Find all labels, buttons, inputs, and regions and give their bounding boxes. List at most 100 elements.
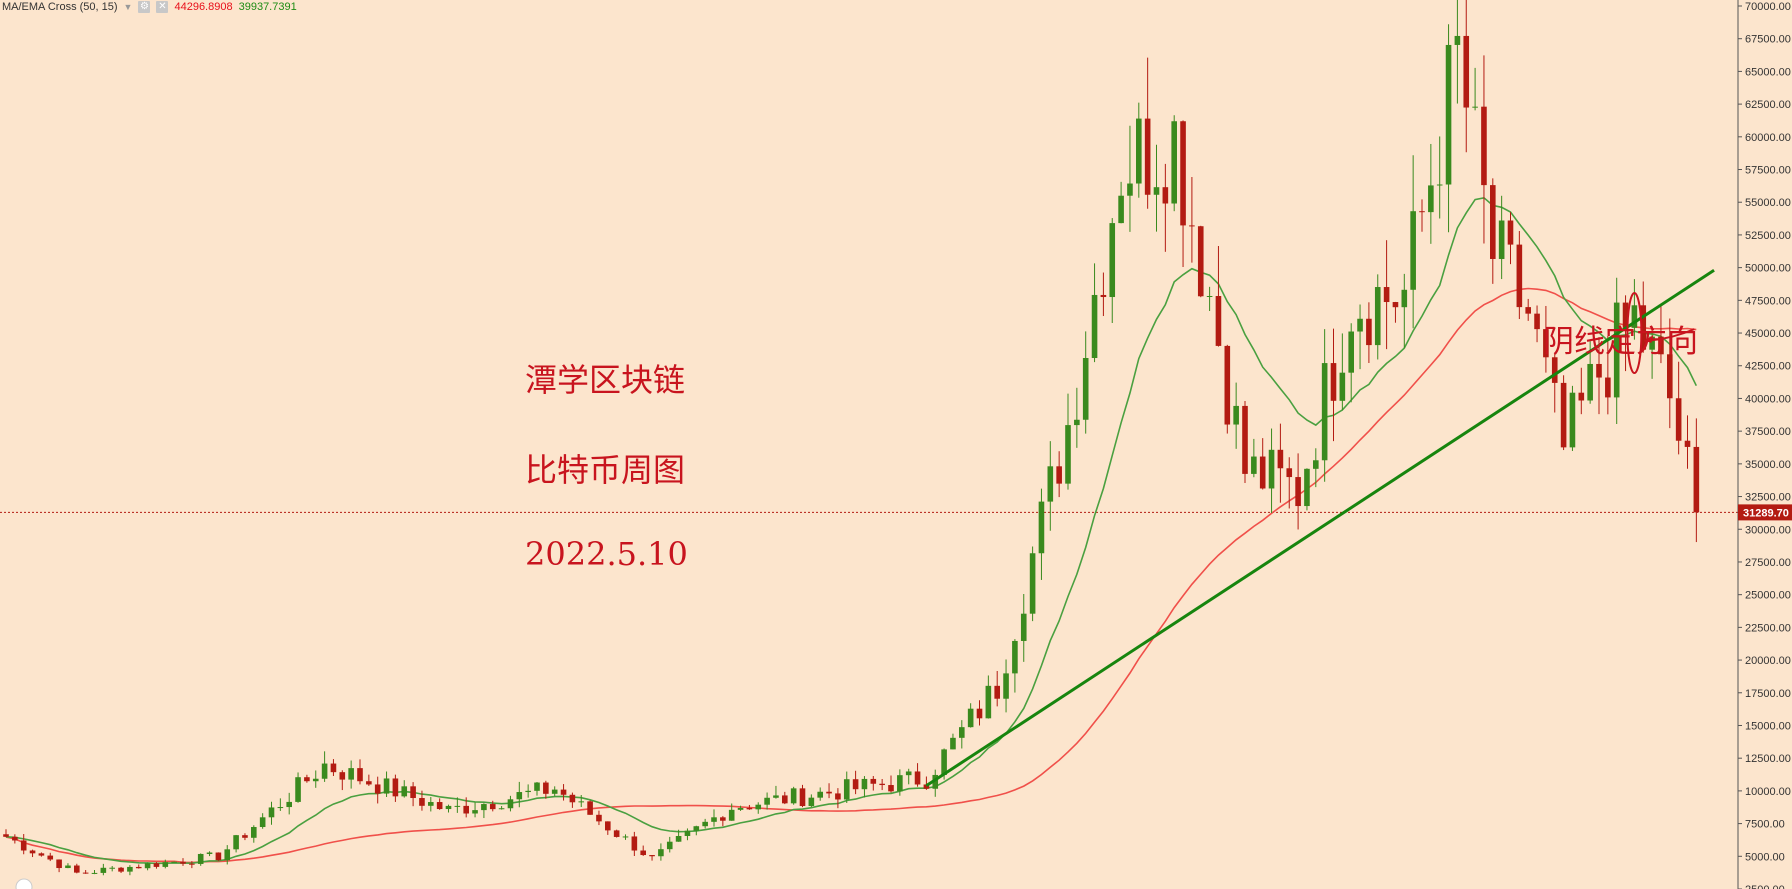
indicator-name[interactable]: MA/EMA Cross (50, 15) [2, 1, 118, 13]
candle-body [702, 821, 708, 827]
candle-body [233, 835, 239, 850]
candle-body [481, 804, 487, 811]
candle-body [1233, 405, 1239, 425]
candle-body [649, 855, 655, 857]
candle-body [1065, 425, 1071, 484]
candle-body [12, 836, 18, 841]
candle-body [1419, 211, 1425, 213]
candle-body [782, 795, 788, 804]
candle-body [1392, 302, 1399, 308]
candle-body [286, 801, 292, 808]
candle-body [1242, 405, 1248, 474]
y-tick-label: 10000.00 [1745, 786, 1791, 798]
candle-body [737, 807, 744, 810]
candle-body [1295, 477, 1301, 507]
candle-body [1490, 185, 1496, 259]
candle-body [1153, 187, 1160, 195]
candle-body [29, 850, 36, 854]
candle-body [1330, 363, 1337, 401]
candle-body [897, 775, 903, 792]
candle-body [410, 786, 416, 799]
candle-body [162, 862, 169, 867]
candle-body [144, 863, 151, 869]
candle-body [746, 807, 753, 810]
candle-body [436, 802, 443, 810]
candle-body [675, 835, 682, 842]
y-tick-label: 20000.00 [1745, 655, 1791, 667]
candle-body [1003, 673, 1009, 699]
candle-body [401, 786, 408, 797]
candle-body [914, 771, 921, 785]
candle-body [560, 789, 567, 795]
candle-body [843, 779, 850, 800]
candle-body [1286, 468, 1293, 478]
y-tick-label: 25000.00 [1745, 590, 1791, 602]
candle-body [959, 727, 965, 738]
candle-body [1277, 449, 1284, 469]
candle-body [1631, 305, 1638, 328]
y-tick-label: 42500.00 [1745, 361, 1791, 373]
candle-body [516, 792, 523, 800]
candle-body [472, 810, 478, 814]
candle-body [693, 826, 700, 831]
settings-icon[interactable]: ⚙ [138, 1, 151, 13]
overlay-date: 2022.5.10 [525, 535, 688, 573]
candle-body [870, 778, 877, 784]
candle-body [888, 785, 894, 792]
candle-body [1339, 372, 1346, 401]
candle-body [1658, 336, 1664, 355]
candle-body [1507, 220, 1514, 245]
candle-body [428, 802, 434, 806]
price-tag-bg [1738, 504, 1792, 521]
candle-body [1144, 118, 1151, 195]
candle-body [596, 814, 602, 822]
close-icon[interactable]: ✕ [156, 1, 169, 13]
candle-body [1436, 184, 1443, 186]
candle-body [941, 749, 947, 775]
candle-body [498, 808, 505, 810]
y-tick-label: 15000.00 [1745, 720, 1791, 732]
candle-body [1321, 363, 1328, 461]
candle-body [1118, 195, 1124, 224]
candle-body [1613, 302, 1620, 398]
candle-body [1251, 456, 1257, 474]
y-tick-label: 17500.00 [1745, 688, 1791, 700]
scroll-marker [15, 878, 33, 889]
candle-body [1667, 354, 1673, 399]
candle-body [463, 805, 469, 814]
candle-body [923, 784, 930, 789]
candle-body [1313, 460, 1319, 469]
candle-body [1605, 377, 1611, 398]
candle-body [1560, 382, 1567, 448]
candle-body [312, 778, 319, 782]
chevron-down-icon[interactable]: ▼ [123, 2, 133, 12]
price-tag: 31289.70 [1743, 507, 1789, 519]
y-tick-label: 37500.00 [1745, 426, 1791, 438]
y-tick-label: 22500.00 [1745, 622, 1791, 634]
candle-body [1551, 357, 1558, 383]
candle-body [1082, 358, 1089, 420]
candle-body [1127, 183, 1133, 196]
y-tick-label: 50000.00 [1745, 263, 1791, 275]
y-tick-label: 57500.00 [1745, 165, 1791, 177]
candle-body [1180, 121, 1186, 226]
candle-body [1162, 187, 1169, 204]
candle-body [321, 763, 328, 779]
y-tick-label: 32500.00 [1745, 492, 1791, 504]
candle-body [197, 853, 204, 864]
y-tick-label: 40000.00 [1745, 393, 1791, 405]
candle-body [383, 778, 390, 794]
candle-body [613, 830, 620, 837]
y-tick-label: 52500.00 [1745, 230, 1791, 242]
candle-body [1357, 318, 1363, 332]
candle-body [74, 865, 80, 873]
candle-body [1038, 501, 1045, 554]
indicator-value-slow: 44296.8908 [174, 1, 233, 13]
candle-body [994, 685, 1000, 699]
y-tick-label: 55000.00 [1745, 197, 1791, 209]
overlay-title: 潭学区块链 [525, 361, 686, 399]
candle-body [525, 790, 531, 793]
candle-body [1189, 225, 1195, 227]
candle-body [666, 841, 673, 850]
